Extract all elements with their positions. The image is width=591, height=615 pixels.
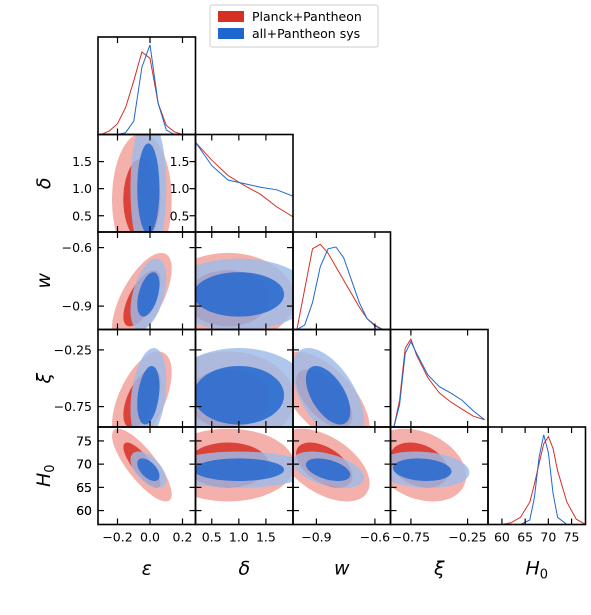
panel-delta-H0 <box>195 428 293 502</box>
x-tick-label: 1.5 <box>256 530 276 545</box>
panel-frame <box>97 36 197 136</box>
x-axis-label-H0: H0 <box>525 558 548 583</box>
x-tick-label: 1.0 <box>229 530 249 545</box>
x-axis-label-w: w <box>334 558 350 580</box>
legend-label: all+Pantheon sys <box>252 26 360 41</box>
panel-eps-xi <box>112 348 172 427</box>
y-tick-label: 60 <box>76 503 92 518</box>
legend-swatch <box>218 28 244 39</box>
diag-delta <box>195 141 293 218</box>
y-axis-label-w: w <box>33 273 55 289</box>
x-tick-label: −0.6 <box>360 530 390 545</box>
contour-all-pantheon-sys-inner <box>137 143 160 232</box>
diag-xi <box>393 337 485 427</box>
x-tick-label: −0.75 <box>392 530 430 545</box>
legend-swatch <box>218 11 244 22</box>
panel-eps-H0 <box>112 428 172 502</box>
y-tick-label: −0.9 <box>62 299 92 314</box>
y-tick-label: 75 <box>76 433 92 448</box>
curve-all-pantheon-sys <box>101 44 183 135</box>
x-tick-label: −0.25 <box>448 530 486 545</box>
contour-all-pantheon-sys-inner <box>137 458 160 481</box>
legend-box <box>209 4 379 48</box>
contour-all-pantheon-sys-inner <box>137 272 160 317</box>
curve-planck-pantheon <box>296 243 383 330</box>
curve-all-pantheon-sys <box>492 434 586 525</box>
y-tick-label: 1.5 <box>72 154 92 169</box>
legend: Planck+Pantheon all+Pantheon sys <box>209 4 379 48</box>
diag-eps <box>101 44 183 135</box>
contour-all-pantheon-sys-inner <box>195 366 285 425</box>
contour-all-pantheon-sys-inner <box>195 272 285 317</box>
x-tick-label: 65 <box>517 530 533 545</box>
panel-w-H0 <box>293 428 370 502</box>
diag-w <box>296 243 383 330</box>
y-tick-label: −0.6 <box>62 240 92 255</box>
diag-H0 <box>492 434 586 525</box>
y-tick-label: 65 <box>76 480 92 495</box>
x-tick-label: 0.2 <box>173 530 193 545</box>
x-tick-label: 75 <box>564 530 580 545</box>
x-tick-label: 60 <box>494 530 510 545</box>
contour-all-pantheon-sys-inner <box>393 458 452 481</box>
x-tick-label: −0.2 <box>102 530 132 545</box>
y-tick-label: 1.0 <box>72 181 92 196</box>
panel-w-xi <box>293 348 370 427</box>
curve-all-pantheon-sys <box>393 340 485 427</box>
x-tick-label: 0.0 <box>140 530 160 545</box>
y-axis-label-H0: H0 <box>33 464 58 487</box>
panel-eps-w <box>112 252 172 330</box>
x-axis-label-xi: ξ <box>433 558 445 580</box>
panel-frames-layer <box>97 36 587 526</box>
diag-tick-label: 70 <box>76 457 92 472</box>
diag-tick-label: 75 <box>76 433 92 448</box>
panel-frame <box>389 328 489 428</box>
curve-planck-pantheon <box>195 141 293 218</box>
diag-tick-label: 1.5 <box>170 154 190 169</box>
panel-frame <box>487 426 587 526</box>
y-tick-label: −0.25 <box>54 342 92 357</box>
y-tick-label: −0.75 <box>54 399 92 414</box>
y-axis-label-delta: δ <box>33 177 55 189</box>
contour-all-pantheon-sys-inner <box>137 366 160 425</box>
panel-xi-H0 <box>390 428 470 502</box>
curve-planck-pantheon <box>101 51 183 135</box>
panel-delta-xi <box>195 348 293 427</box>
y-tick-label: 0.5 <box>72 208 92 223</box>
curve-planck-pantheon <box>492 435 586 525</box>
labels-layer: −0.2 0.0 0.2 ε 0.5 1.0 1.5 δ −0.9 −0.6 w −0.75 −0.25… <box>33 154 580 582</box>
diag-tick-label: 0.5 <box>170 208 190 223</box>
legend-label: Planck+Pantheon <box>252 9 362 24</box>
curve-all-pantheon-sys <box>195 142 293 197</box>
contour-all-pantheon-sys-inner <box>305 366 351 425</box>
panel-eps-delta <box>112 134 172 232</box>
contour-layer <box>112 134 470 502</box>
x-tick-label: 0.5 <box>202 530 222 545</box>
x-tick-label: −0.9 <box>301 530 331 545</box>
x-tick-label: 70 <box>540 530 556 545</box>
x-axis-label-eps: ε <box>142 558 152 580</box>
y-axis-label-xi: ξ <box>33 373 55 385</box>
x-axis-label-delta: δ <box>238 558 250 580</box>
posterior-curves-layer <box>101 44 586 525</box>
diag-tick-label: 65 <box>76 480 92 495</box>
diag-tick-label: 60 <box>76 503 92 518</box>
y-tick-label: 70 <box>76 457 92 472</box>
curve-all-pantheon-sys <box>296 246 383 330</box>
diag-tick-label: 1.0 <box>170 181 190 196</box>
contour-all-pantheon-sys-inner <box>195 458 285 481</box>
curve-planck-pantheon <box>393 337 485 427</box>
panel-frame <box>292 231 392 331</box>
ticks-layer <box>98 37 573 525</box>
contour-all-pantheon-sys-inner <box>305 458 351 481</box>
panel-delta-w <box>195 252 293 330</box>
